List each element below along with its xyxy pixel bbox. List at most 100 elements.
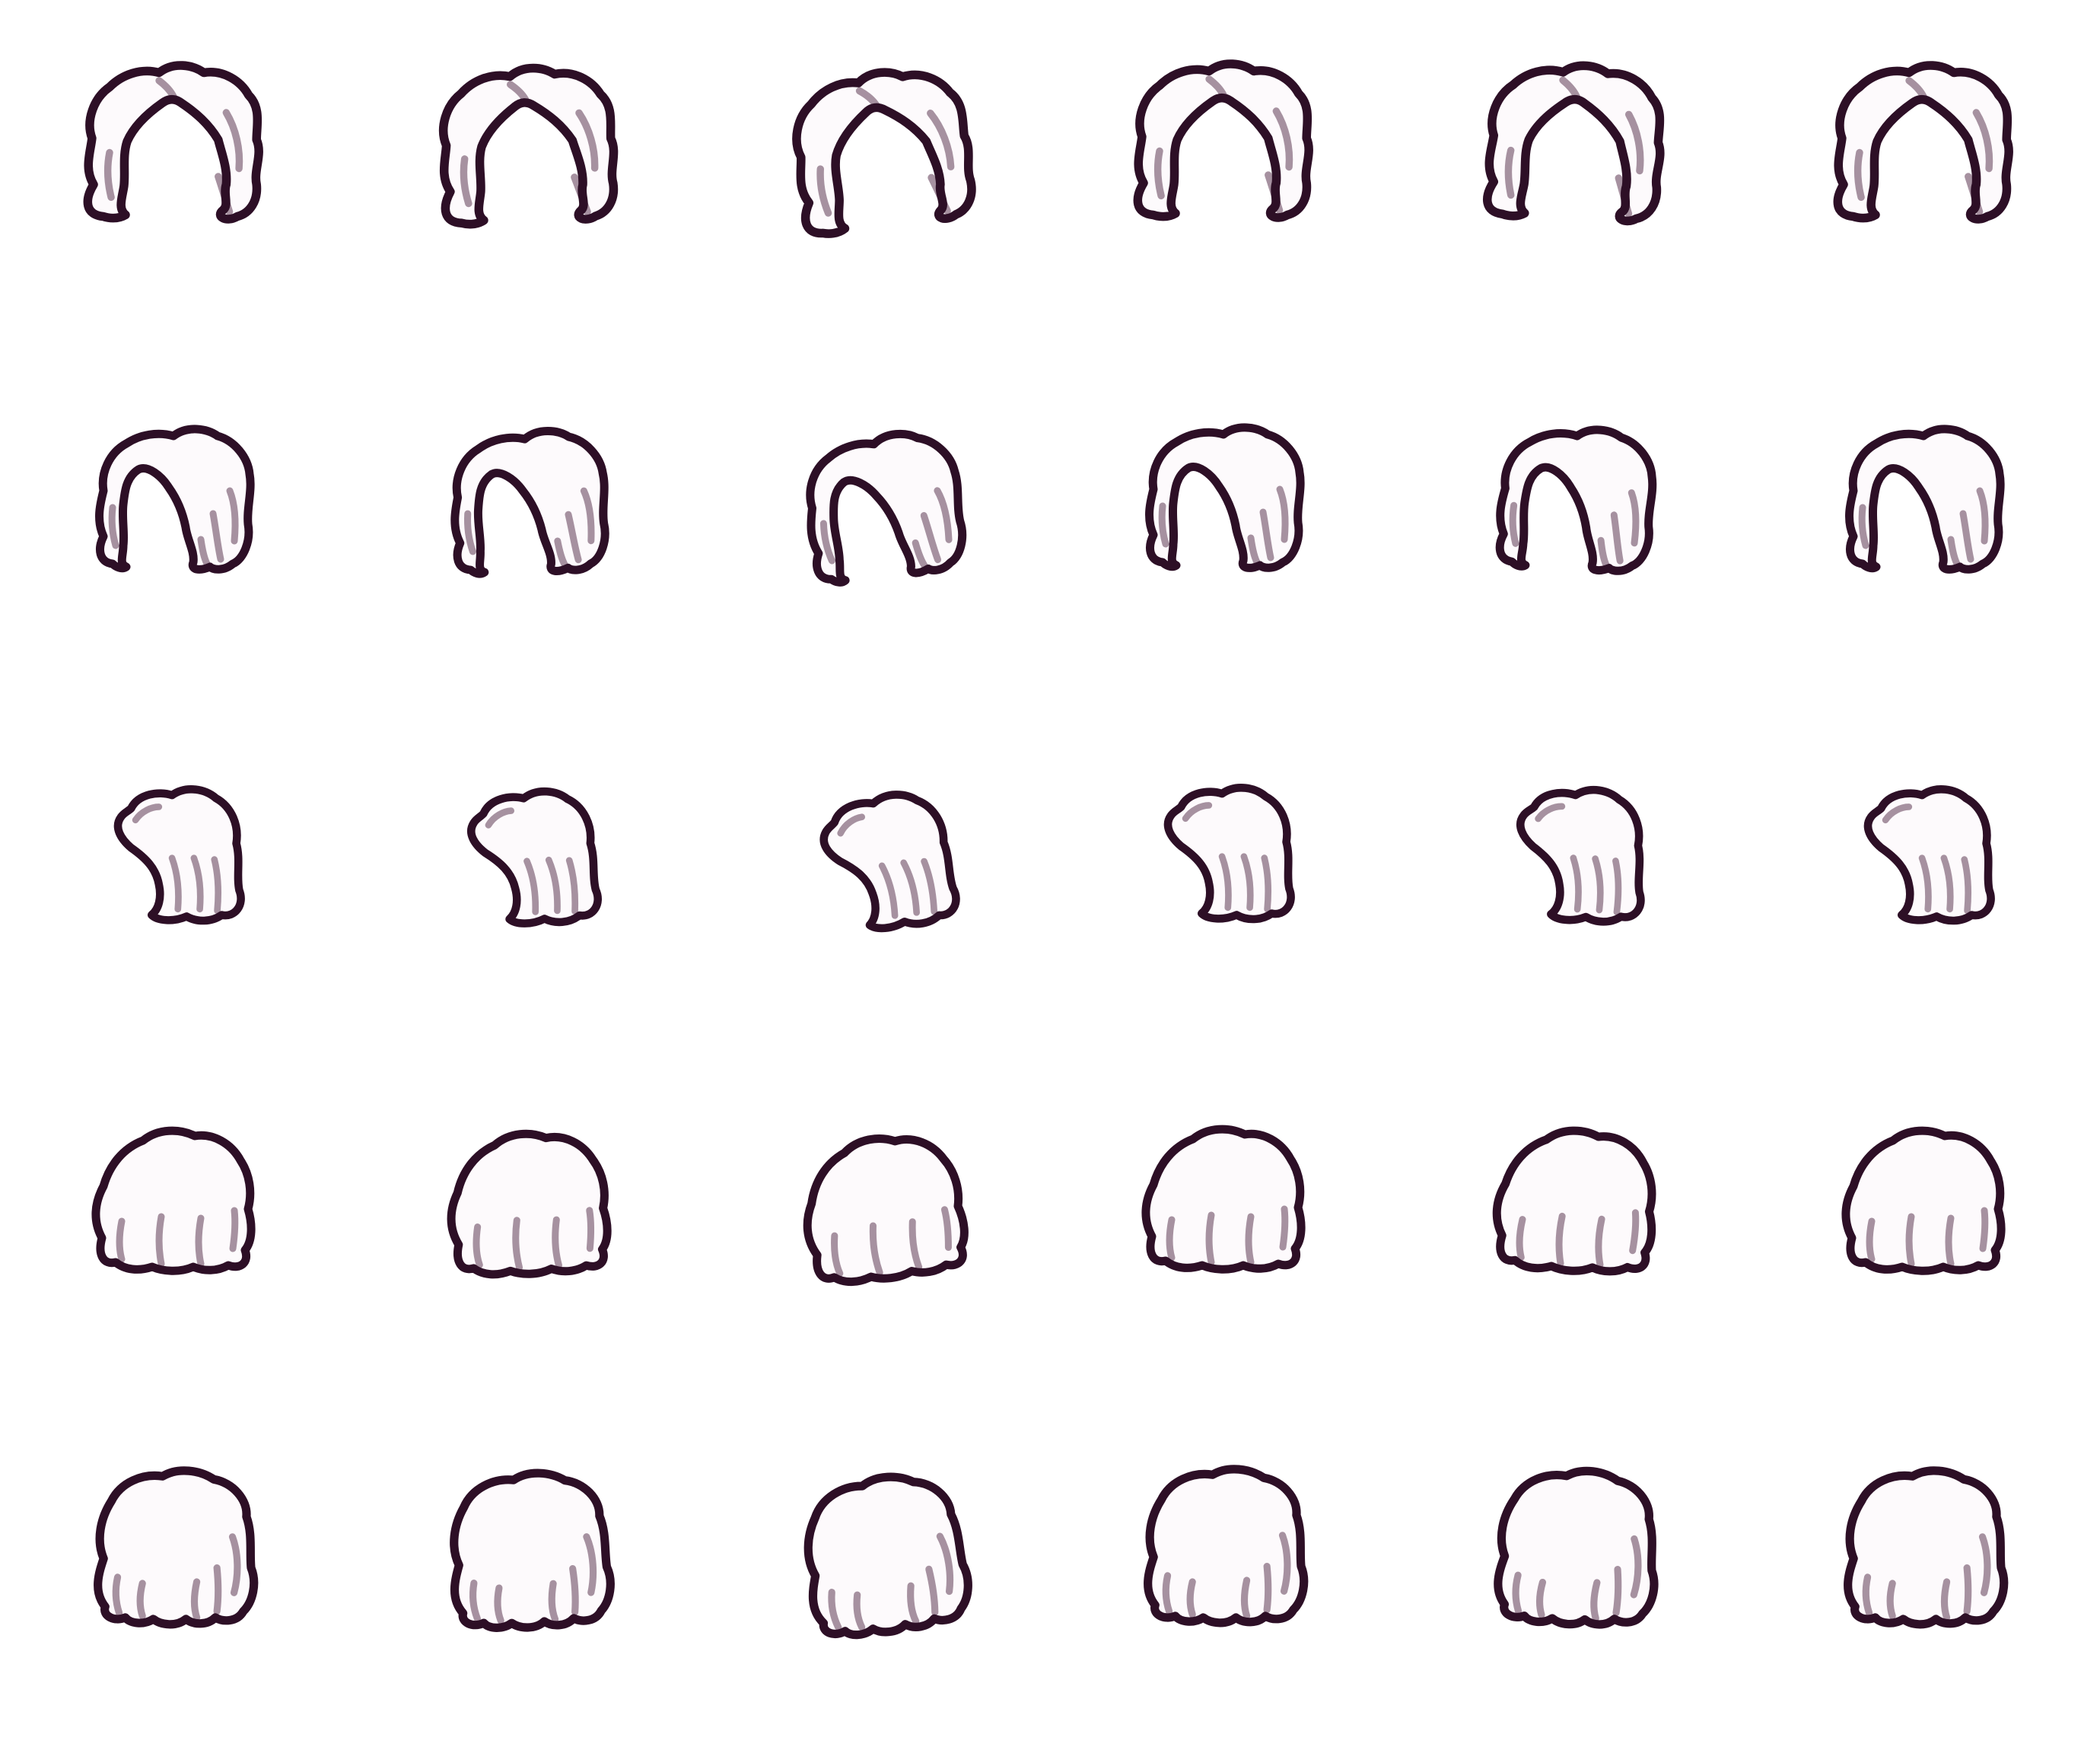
hair-shade-stroke [940,1206,952,1252]
hair-shade-stroke [583,1533,597,1596]
hair-shade-stroke [1940,1578,1951,1621]
hair-shade-stroke [1945,1214,1955,1268]
hair-shade-stroke [523,858,539,915]
parted-hair-front-icon [439,63,619,229]
hair-shade-stroke [912,539,929,570]
hair-fill [1497,1131,1652,1271]
hair-shade-stroke [1535,1578,1547,1618]
hair-shade-stroke [565,857,579,915]
hair-shade-stroke [1597,536,1610,568]
hair-shade-stroke [103,148,115,202]
hair-shade-stroke [837,813,866,837]
hair-fill [451,1134,608,1274]
hair-shade-stroke [1162,1572,1173,1615]
hair-shade-stroke [211,856,222,915]
sprite-row-3 [113,784,1995,933]
hair-shade-stroke [494,1584,504,1624]
hair-side-profile-icon [1516,786,1645,926]
hair-back-long-icon [803,1472,972,1640]
hair-shade-stroke [1959,510,1974,563]
hair-shade-stroke [195,1214,205,1268]
hair-shade-stroke [1972,109,1993,173]
hair-outline [1145,423,1305,572]
hair-shade-stroke [1905,1213,1915,1268]
hair-shade-stroke [1218,853,1232,912]
hair-shade-stroke [900,859,920,916]
parted-hair-front-icon [1133,59,1313,222]
hair-shade-stroke [1886,1580,1896,1620]
hair-outline [1516,786,1645,926]
hair-shade-stroke [1276,485,1289,543]
hair-shade-stroke [869,1222,883,1276]
parted-hair-three-quarter-icon [806,429,967,587]
hair-shade-stroke [1976,487,1989,545]
hair-shade-stroke [1555,1212,1566,1267]
hair-shade-stroke [1610,511,1624,565]
parted-hair-three-quarter-icon [1495,425,1657,575]
hair-back-rounded-icon [1492,1126,1656,1276]
hair-shade-stroke [1245,1213,1255,1266]
hair-shade-stroke [1186,1578,1196,1618]
hair-side-profile-icon [1163,784,1295,924]
hair-back-rounded-icon [91,1126,256,1275]
hair-shade-stroke [1272,107,1293,171]
sprite-grid [83,59,2013,1640]
hair-shade-stroke [828,1589,842,1631]
parted-hair-three-quarter-icon [95,425,255,574]
hair-shade-stroke [1158,502,1169,548]
hair-shade-stroke [464,510,476,555]
hair-shade-stroke [1963,1564,1972,1615]
hair-fill [810,434,963,583]
hair-back-long-icon [450,1468,615,1632]
hair-outline [803,1134,969,1287]
hair-shade-stroke [213,1564,222,1615]
sprite-row-1 [83,59,2013,238]
hair-fill [443,68,614,224]
hair-shade-stroke [1263,1563,1272,1614]
hair-shade-stroke [168,854,182,913]
hair-shade-stroke [1592,855,1604,914]
hair-shade-stroke [512,1217,523,1271]
hair-shade-stroke [229,1207,239,1252]
hair-shade-stroke [936,1532,954,1596]
hair-shade-stroke [1512,1571,1522,1615]
hair-fill [807,1138,965,1282]
hair-fill [1487,65,1660,221]
hair-shade-stroke [1979,1207,1989,1252]
hair-fill [1867,789,1991,921]
hair-fill [1520,790,1641,922]
hair-back-rounded-icon [1841,1126,2006,1275]
hair-shade-stroke [1918,854,1932,913]
hair-shade-stroke [878,862,899,919]
hair-shade-stroke [1509,501,1519,547]
hair-shade-stroke [460,155,473,208]
hair-shade-stroke [228,1533,241,1596]
hair-shade-stroke [1504,146,1515,199]
hair-outline [792,68,976,238]
parted-hair-front-icon [792,68,976,238]
hair-shade-stroke [1630,1535,1642,1599]
hair-shade-stroke [927,110,955,170]
hair-shade-stroke [586,1207,595,1252]
hair-shade-stroke [226,487,239,545]
parted-hair-front-icon [1833,61,2013,224]
hair-shade-stroke [222,109,243,173]
hair-shade-stroke [132,803,163,824]
hair-outline [447,1129,612,1279]
sprite-row-4 [91,1125,2006,1287]
hair-shade-stroke [1205,1211,1215,1266]
hair-side-profile-icon [819,791,960,933]
hair-shade-stroke [116,1217,126,1263]
hair-outline [1844,1466,2009,1629]
hair-shade-stroke [554,537,568,569]
hair-outline [91,1126,256,1275]
hair-shade-stroke [1882,803,1913,824]
hair-outline [1845,425,2005,574]
hair-fill [1149,427,1301,568]
sprite-row-2 [95,423,2005,587]
hair-shade-stroke [816,165,832,217]
parted-hair-front-icon [83,61,263,224]
hair-shade-stroke [1279,1205,1289,1251]
hair-outline [803,1472,972,1640]
hair-shade-stroke [1570,854,1582,913]
